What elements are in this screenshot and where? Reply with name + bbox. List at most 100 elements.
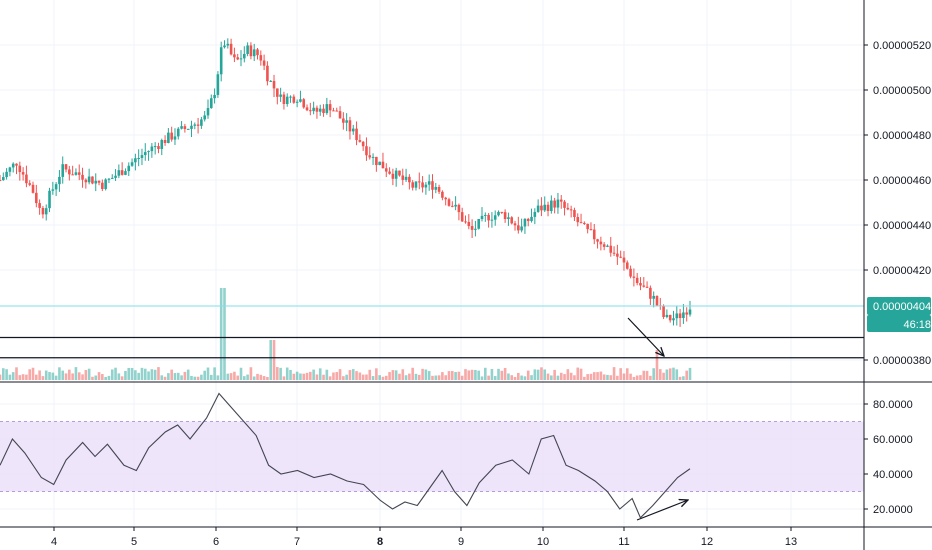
candle-body: [668, 314, 672, 321]
volume-bar: [269, 340, 273, 380]
volume-bar: [345, 374, 348, 380]
candle-body: [262, 60, 266, 66]
volume-bar: [635, 375, 639, 380]
candle-body: [41, 207, 45, 215]
price-arrow: [627, 317, 664, 356]
candle-body: [540, 205, 543, 211]
volume-bar: [404, 375, 408, 380]
rsi-band-fill: [0, 421, 864, 492]
volume-bar: [48, 372, 51, 380]
candle-body: [394, 170, 398, 179]
candle-body: [493, 215, 497, 220]
candle-body: [200, 119, 203, 126]
candle-body: [213, 94, 216, 99]
volume-bar: [434, 375, 438, 380]
volume-bar: [371, 376, 375, 380]
candle-body: [566, 207, 570, 210]
volume-bar: [183, 371, 187, 380]
volume-bar: [315, 374, 319, 380]
date-tick-label: 8: [377, 536, 383, 548]
volume-bar: [5, 369, 8, 380]
volume-bar: [246, 374, 249, 380]
volume-bar: [599, 371, 603, 380]
volume-bar: [375, 368, 378, 380]
candle-body: [209, 98, 213, 109]
volume-bar: [583, 376, 586, 380]
volume-bar: [193, 376, 197, 380]
volume-bar: [127, 367, 131, 380]
volume-bar: [51, 372, 55, 380]
countdown-value: 46:18: [903, 319, 931, 331]
candle-body: [342, 118, 345, 123]
candle-body: [447, 199, 451, 206]
candle-body: [28, 183, 32, 185]
candle-body: [467, 221, 471, 227]
volume-bar: [642, 370, 646, 380]
volume-bar: [239, 367, 243, 380]
candle-body: [285, 96, 289, 105]
price-tick-label: 0.00000500: [873, 85, 931, 97]
candle-body: [596, 239, 599, 242]
candle-body: [381, 161, 385, 169]
candle-body: [391, 173, 395, 179]
candle-body: [229, 43, 233, 55]
candle-body: [243, 53, 246, 59]
candle-body: [678, 313, 682, 319]
last-price-tag: [867, 297, 931, 315]
candle-body: [71, 174, 74, 176]
candle-body: [5, 171, 8, 178]
volume-bar: [2, 368, 5, 380]
volume-bar: [15, 367, 18, 380]
volume-bar: [256, 373, 259, 380]
candle-body: [117, 170, 121, 176]
volume-bar: [328, 376, 332, 380]
candle-body: [114, 175, 117, 178]
volume-bar: [662, 372, 665, 380]
volume-bar: [38, 370, 41, 380]
volume-bar: [28, 369, 32, 380]
volume-bar: [285, 367, 289, 380]
volume-bar: [672, 367, 675, 380]
candle-body: [295, 101, 299, 103]
candle-body: [371, 156, 375, 158]
candle-body: [414, 181, 418, 188]
volume-bar: [160, 375, 164, 380]
candle-body: [266, 65, 269, 82]
volume-bar: [196, 376, 200, 380]
candles[interactable]: [0, 38, 692, 327]
date-tick-label: 10: [537, 536, 549, 548]
volume-bar: [411, 367, 414, 380]
volume-bar: [550, 375, 553, 380]
candle-body: [124, 171, 127, 175]
candle-body: [259, 55, 263, 61]
volume-bar: [11, 372, 15, 380]
candle-body: [127, 165, 131, 172]
volume-bar: [484, 367, 487, 380]
volume-bar: [292, 373, 296, 380]
volume-bar: [507, 373, 510, 380]
candle-body: [408, 176, 411, 183]
candle-body: [160, 139, 164, 149]
candle-body: [309, 110, 312, 112]
volume-bar: [655, 350, 659, 380]
volume-bar: [309, 371, 312, 380]
candle-body: [173, 136, 177, 140]
volume-bar: [31, 367, 35, 380]
candle-body: [378, 161, 381, 166]
date-tick-label: 7: [294, 536, 300, 548]
volume-bar: [209, 374, 213, 380]
volume-bar: [513, 376, 517, 380]
candle-body: [649, 287, 652, 299]
volume-bar: [616, 375, 619, 380]
volume-bar: [441, 372, 444, 380]
volume-bar: [398, 373, 401, 380]
volume-bar: [282, 376, 286, 380]
volume-bar: [523, 376, 527, 380]
candle-body: [431, 181, 434, 190]
candle-body: [411, 182, 414, 188]
candle-body: [315, 107, 319, 112]
volume-bar: [167, 373, 170, 380]
candle-body: [546, 204, 550, 212]
volume-bar: [216, 375, 220, 380]
